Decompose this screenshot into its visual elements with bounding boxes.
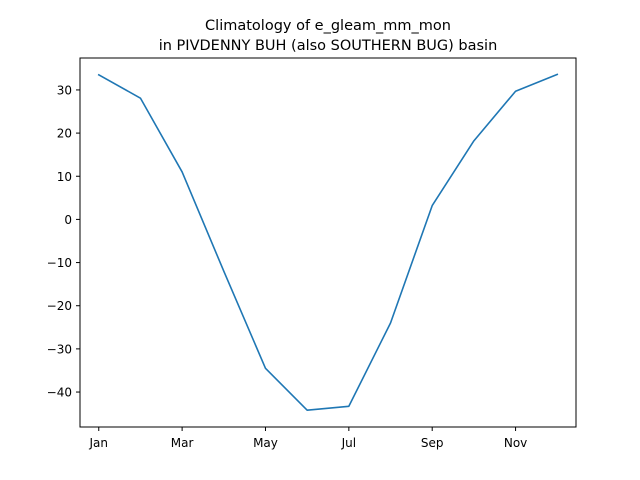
series-line: [97, 73, 559, 411]
y-tick-label: −40: [47, 386, 72, 400]
y-axis-ticks: −40 −30 −20 −10 0 10 20 30: [47, 83, 80, 400]
x-axis-ticks: Jan Mar May Jul Sep Nov: [89, 427, 527, 450]
x-tick-label: May: [253, 436, 278, 450]
y-tick-label: 30: [57, 83, 72, 97]
chart-title-line-2: in PIVDENNY BUH (also SOUTHERN BUG) basi…: [159, 38, 498, 54]
y-tick-label: 0: [64, 213, 72, 227]
x-tick-label: Jan: [89, 436, 109, 450]
plot-frame: [79, 57, 577, 428]
y-tick-label: 20: [57, 127, 72, 141]
y-tick-label: −20: [47, 299, 72, 313]
x-tick-label: Mar: [171, 436, 194, 450]
series-layer: [97, 73, 559, 411]
x-tick-label: Jul: [341, 436, 356, 450]
y-tick-label: −30: [47, 342, 72, 356]
y-tick-label: 10: [57, 170, 72, 184]
x-tick-label: Nov: [504, 436, 527, 450]
x-tick-label: Sep: [421, 436, 444, 450]
chart-title-line-1: Climatology of e_gleam_mm_mon: [205, 18, 451, 34]
y-tick-label: −10: [47, 256, 72, 270]
